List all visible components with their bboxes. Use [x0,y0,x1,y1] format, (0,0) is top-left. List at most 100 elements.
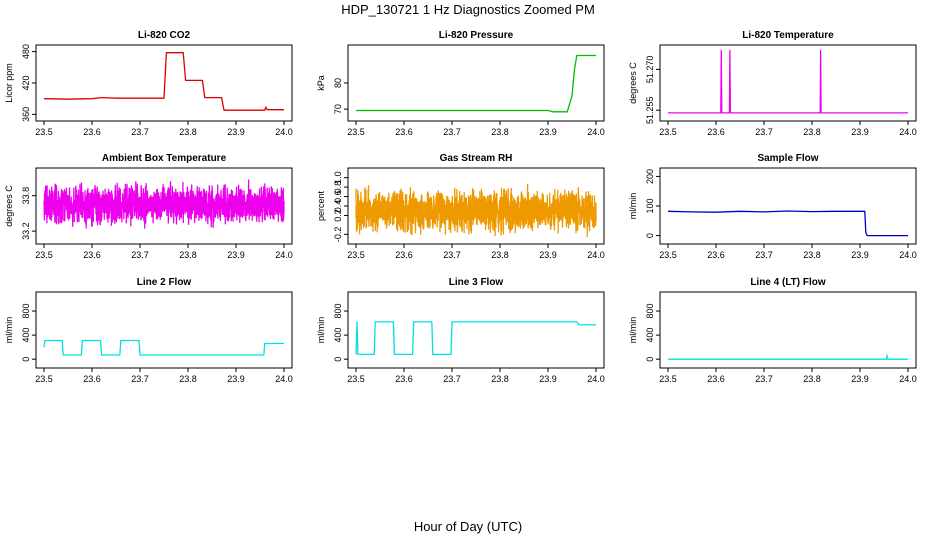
x-tick-label: 23.8 [491,374,509,384]
y-tick-label: 0 [21,357,31,362]
y-tick-label: 800 [333,304,343,319]
x-tick-label: 23.5 [35,374,53,384]
y-tick-label: 33.8 [21,187,31,205]
y-tick-label: 0 [645,357,655,362]
x-tick-label: 23.6 [395,127,413,137]
plot-frame [35,167,293,245]
x-tick-label: 23.9 [539,250,557,260]
x-tick-label: 23.7 [443,374,461,384]
x-tick-label: 24.0 [275,127,293,137]
plot-frame [659,291,917,369]
x-tick-label: 23.7 [755,250,773,260]
x-tick-label: 23.5 [659,127,677,137]
y-tick-label: 800 [645,304,655,319]
panel-line-4-lt-flow: Line 4 (LT) Flow 23.5 23.6 23.7 23.8 23.9 24.0… [628,277,917,384]
series-line-sample-flow [667,210,908,237]
y-tick-label: 400 [645,328,655,343]
figure-title: HDP_130721 1 Hz Diagnostics Zoomed PM [341,2,595,17]
panel-li-820-temperature: Li-820 Temperature 23.5 23.6 23.7 23.8 23.9 24… [628,30,917,137]
y-tick-label: 0.4 [333,200,343,213]
x-tick-label: 24.0 [899,374,917,384]
x-tick-label: 23.6 [395,250,413,260]
y-tick-label: 0.8 [333,181,343,194]
panel-title: Line 4 (LT) Flow [750,277,826,288]
y-tick-label: 420 [21,75,31,90]
y-tick-label: 0 [333,357,343,362]
panel-title: Li-820 Pressure [439,30,514,41]
series-line-line-2-flow [43,339,284,356]
y-axis-label: ml/min [628,193,638,220]
x-tick-label: 23.8 [179,127,197,137]
x-tick-label: 23.5 [659,374,677,384]
y-axis-label: Licor ppm [4,63,14,103]
y-axis-label: ml/min [316,317,326,344]
y-tick-label: 480 [21,44,31,59]
x-tick-label: 23.6 [395,374,413,384]
x-tick-label: 23.8 [803,250,821,260]
panel-title: Line 3 Flow [449,277,504,288]
series-line-gas-stream-rh [355,183,597,238]
panel-title: Ambient Box Temperature [102,153,227,164]
x-tick-label: 23.7 [755,374,773,384]
panel-li-820-pressure: Li-820 Pressure 23.5 23.6 23.7 23.8 23.9 24.0 7… [316,30,605,137]
panel-ambient-box-temperature: Ambient Box Temperature 23.5 23.6 23.7 23.8 2… [4,153,293,260]
panel-title: Li-820 Temperature [742,30,834,41]
plot-frame [35,291,293,369]
plot-frame [659,167,917,245]
plot-frame [347,291,605,369]
x-tick-label: 23.9 [851,250,869,260]
x-tick-label: 23.7 [443,250,461,260]
y-tick-label: 51.255 [645,96,655,124]
y-tick-label: 33.2 [21,222,31,240]
y-tick-label: -0.2 [333,227,343,243]
y-axis-label: ml/min [4,317,14,344]
x-tick-label: 23.6 [707,127,725,137]
x-tick-label: 23.6 [707,250,725,260]
y-tick-label: 360 [21,107,31,122]
x-tick-label: 23.5 [347,127,365,137]
panel-line-2-flow: Line 2 Flow 23.5 23.6 23.7 23.8 23.9 24.0 0 400 8… [4,277,293,384]
x-tick-label: 24.0 [587,127,605,137]
x-tick-label: 23.9 [851,127,869,137]
plot-frame [659,44,917,122]
plot-frame [347,44,605,122]
x-tick-label: 23.6 [707,374,725,384]
x-tick-label: 23.5 [347,374,365,384]
y-tick-label: 400 [21,328,31,343]
y-tick-label: 1.0 [333,171,343,184]
x-tick-label: 23.5 [347,250,365,260]
x-tick-label: 23.7 [131,250,149,260]
y-axis-label: kPa [316,75,326,91]
series-line-ambient-box-temperature [43,179,285,229]
x-tick-label: 23.8 [179,250,197,260]
y-axis-label: percent [316,190,326,221]
figure-xlabel: Hour of Day (UTC) [414,519,522,534]
y-tick-label: 80 [333,78,343,88]
x-tick-label: 24.0 [275,374,293,384]
x-tick-label: 23.5 [35,250,53,260]
series-line-li-820-co2 [43,52,284,111]
x-tick-label: 24.0 [899,250,917,260]
panel-title: Sample Flow [757,153,818,164]
panel-li-820-co2: Li-820 CO2 23.5 23.6 23.7 23.8 23.9 24.0 360 420… [4,30,293,137]
panel-title: Li-820 CO2 [138,30,191,41]
x-tick-label: 24.0 [587,250,605,260]
series-line-line-4-lt-flow [668,354,908,360]
x-tick-label: 23.9 [227,127,245,137]
x-tick-label: 23.9 [227,250,245,260]
panel-sample-flow: Sample Flow 23.5 23.6 23.7 23.8 23.9 24.0 0 100 2… [628,153,917,260]
x-tick-label: 23.8 [803,374,821,384]
y-tick-label: 70 [333,104,343,114]
x-tick-label: 23.7 [443,127,461,137]
panel-title: Line 2 Flow [137,277,192,288]
y-tick-label: 0.2 [333,209,343,222]
x-tick-label: 23.8 [491,127,509,137]
y-tick-label: 200 [645,169,655,184]
x-tick-label: 23.9 [539,374,557,384]
series-line-line-3-flow [355,321,596,356]
x-tick-label: 24.0 [275,250,293,260]
x-tick-label: 23.8 [491,250,509,260]
y-axis-label: degrees C [628,62,638,104]
panel-line-3-flow: Line 3 Flow 23.5 23.6 23.7 23.8 23.9 24.0 0 400 8… [316,277,605,384]
